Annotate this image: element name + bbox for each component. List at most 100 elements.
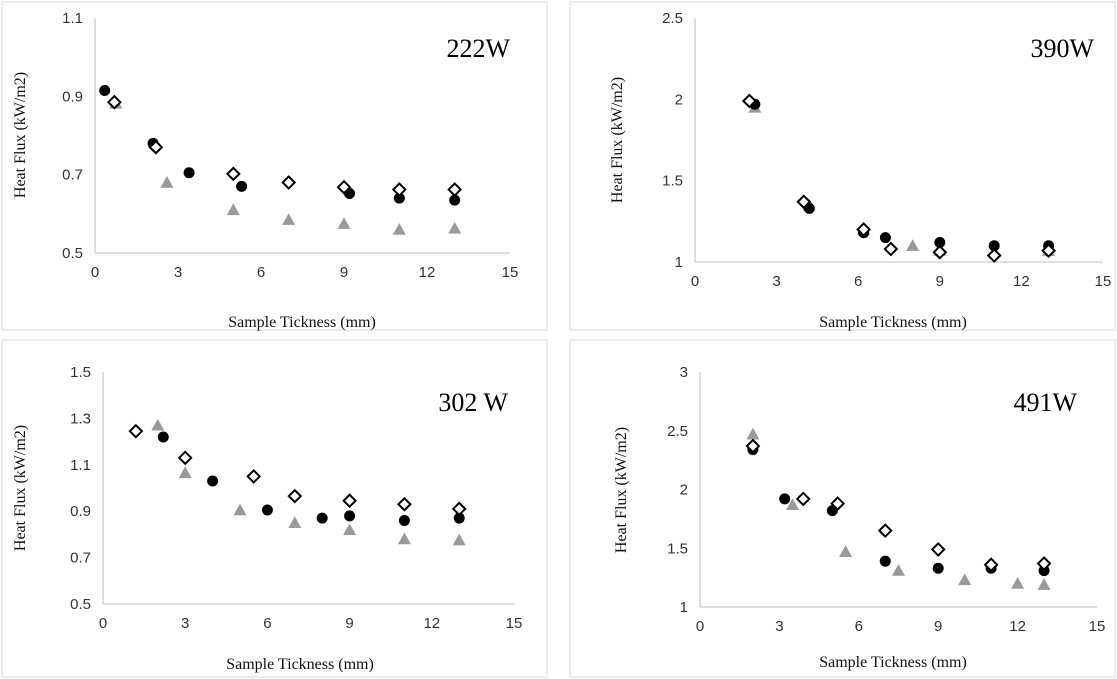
y-tick-label: 0.7 [70, 550, 91, 567]
x-tick-label: 6 [263, 615, 271, 632]
x-tick-label: 0 [91, 264, 99, 281]
x-tick-label: 0 [696, 618, 704, 635]
data-point-filled-circle [932, 562, 944, 574]
y-tick-label: 1.5 [70, 364, 91, 381]
y-tick-label: 3 [680, 364, 688, 381]
data-point-filled-circle [393, 192, 405, 204]
x-tick-label: 9 [340, 264, 348, 281]
data-point-filled-circle [879, 555, 891, 567]
data-point-triangle [178, 466, 192, 479]
data-point-triangle [839, 545, 853, 557]
data-point-triangle [906, 239, 920, 251]
data-point-filled-circle [261, 504, 273, 516]
x-tick-label: 3 [174, 264, 182, 281]
data-point-open-diamond [391, 182, 407, 197]
x-tick-label: 9 [936, 273, 944, 290]
data-point-open-diamond [1041, 243, 1057, 259]
data-point-open-diamond [883, 241, 899, 257]
x-tick-label: 15 [502, 264, 519, 281]
data-point-open-diamond [451, 501, 467, 517]
x-tick-label: 9 [345, 615, 353, 632]
data-point-filled-circle [316, 512, 328, 524]
data-point-open-diamond [336, 179, 352, 195]
y-tick-label: 0.5 [70, 596, 91, 613]
data-point-filled-circle [236, 180, 248, 192]
y-tick-label: 2.5 [662, 10, 683, 27]
data-point-open-diamond [877, 523, 893, 539]
data-point-open-diamond [225, 166, 241, 182]
x-axis-title: Sample Tickness (mm) [819, 654, 967, 671]
data-point-filled-circle [453, 512, 465, 524]
x-tick-label: 15 [1095, 273, 1112, 290]
data-point-open-diamond [246, 468, 262, 484]
panel-title: 302 W [438, 388, 508, 417]
y-axis-title: Heat Flux (kW/m2) [12, 72, 29, 198]
y-tick-label: 0.9 [62, 88, 83, 105]
data-point-triangle [226, 203, 240, 216]
data-point-open-diamond [745, 438, 761, 454]
y-tick-label: 0.7 [62, 167, 83, 184]
x-axis-title: Sample Tickness (mm) [819, 314, 967, 331]
y-tick-label: 1.5 [662, 173, 683, 190]
y-axis-title: Heat Flux (kW/m2) [12, 425, 29, 551]
x-tick-label: 15 [506, 615, 523, 632]
x-tick-label: 12 [1009, 618, 1026, 635]
panel-title: 222W [446, 34, 510, 63]
x-tick-label: 0 [691, 273, 699, 290]
y-tick-label: 1 [675, 254, 683, 271]
data-point-filled-circle [934, 236, 946, 248]
data-point-triangle [288, 516, 302, 528]
x-tick-label: 6 [257, 264, 265, 281]
x-tick-label: 12 [1013, 273, 1030, 290]
chart-panel: 0 3 6 9 12 15 1 1.5 2 2.5 3 491W Sample Tickness (mm… [569, 339, 1116, 678]
y-tick-label: 1.3 [70, 410, 91, 427]
panel-title: 491W [1013, 388, 1077, 417]
data-point-triangle [337, 217, 351, 229]
data-point-triangle [392, 223, 406, 235]
data-point-open-diamond [1036, 556, 1052, 571]
data-point-open-diamond [930, 542, 946, 557]
y-axis-title: Heat Flux (kW/m2) [609, 77, 626, 203]
data-point-triangle [1011, 577, 1025, 589]
data-point-open-diamond [342, 493, 358, 509]
data-point-filled-circle [344, 510, 356, 522]
y-tick-label: 1 [680, 599, 688, 616]
data-point-open-diamond [106, 94, 122, 110]
x-axis-title: Sample Tickness (mm) [228, 314, 376, 331]
data-point-open-diamond [396, 496, 412, 512]
data-point-filled-circle [207, 475, 219, 487]
x-tick-label: 3 [181, 615, 189, 632]
data-point-triangle [151, 418, 165, 431]
data-point-triangle [892, 564, 905, 576]
data-point-open-diamond [830, 496, 846, 512]
data-point-open-diamond [796, 194, 812, 210]
data-point-triangle [233, 503, 247, 516]
data-point-open-diamond [447, 182, 463, 197]
x-tick-label: 3 [772, 273, 780, 290]
data-point-triangle [397, 532, 411, 545]
data-point-triangle [1037, 578, 1051, 590]
y-tick-label: 0.5 [62, 245, 83, 262]
data-point-open-diamond [932, 244, 948, 260]
data-point-triangle [448, 221, 462, 234]
chart-panel: 0 3 6 9 12 15 1 1.5 2 2.5 390W Sample Tickness (mm)… [569, 1, 1116, 331]
panel-title: 390W [1030, 34, 1094, 63]
chart-frame [1, 1, 548, 331]
data-point-filled-circle [183, 167, 195, 179]
data-point-open-diamond [741, 93, 757, 109]
data-point-triangle [452, 533, 466, 546]
data-point-triangle [786, 498, 800, 510]
y-tick-label: 1.5 [667, 540, 688, 557]
x-axis-title: Sample Tickness (mm) [226, 656, 374, 673]
chart-frame [569, 1, 1116, 331]
chart-frame [569, 339, 1116, 678]
data-point-open-diamond [287, 488, 303, 504]
chart-frame [1, 339, 548, 678]
data-point-triangle [343, 523, 357, 535]
data-point-triangle [958, 573, 972, 586]
x-tick-label: 6 [854, 273, 862, 290]
x-tick-label: 3 [775, 618, 783, 635]
data-point-open-diamond [795, 491, 811, 507]
y-tick-label: 2 [680, 482, 688, 499]
x-tick-label: 6 [855, 618, 863, 635]
